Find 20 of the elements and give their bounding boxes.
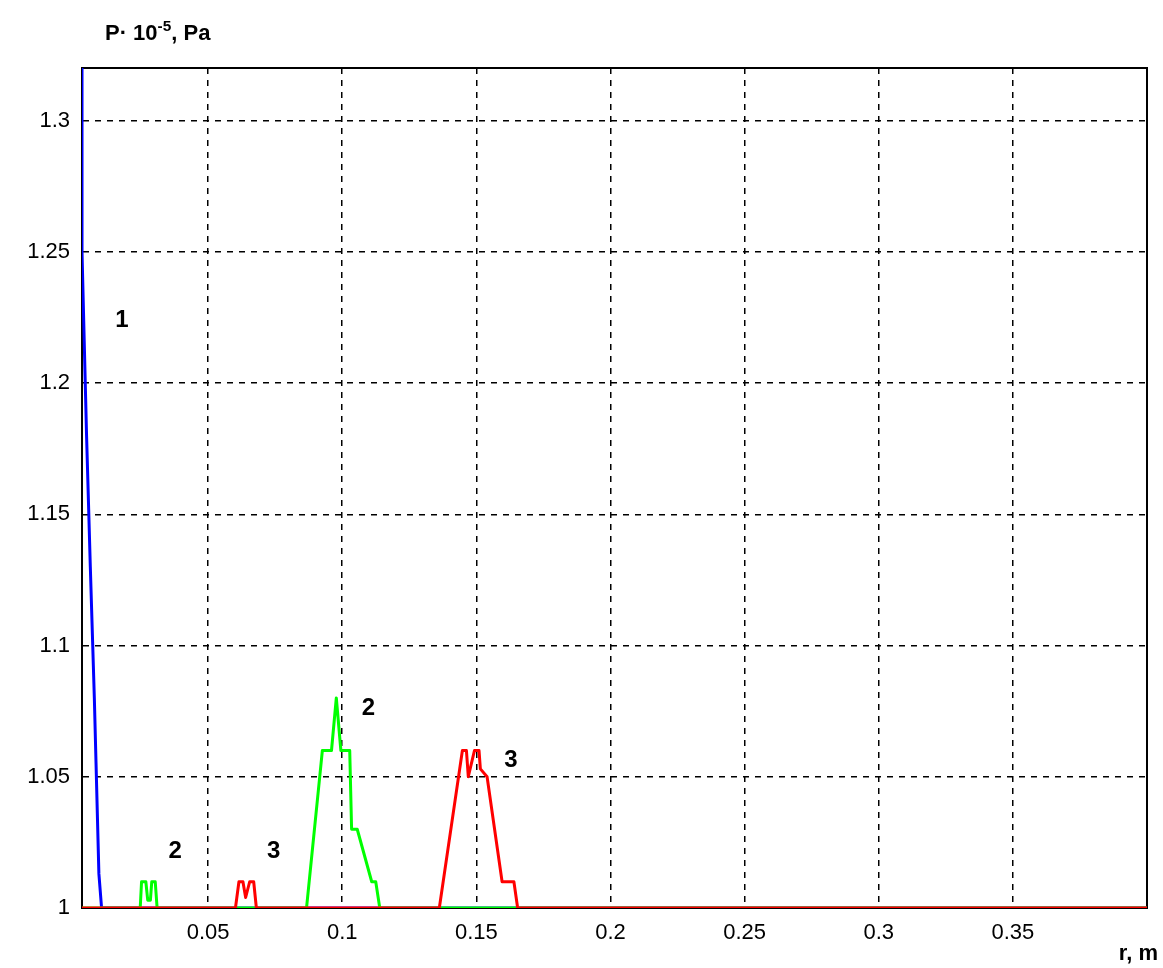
x-tick-label: 0.15 — [454, 919, 498, 945]
x-tick-label: 0.25 — [723, 919, 767, 945]
series-label: 3 — [504, 745, 518, 773]
x-tick-label: 0.35 — [991, 919, 1035, 945]
y-tick-label: 1.15 — [27, 500, 70, 526]
series-label: 1 — [115, 304, 129, 332]
y-tick-label: 1.05 — [27, 762, 70, 788]
x-tick-label: 0.3 — [863, 919, 895, 945]
x-tick-label: 0.05 — [186, 919, 230, 945]
y-tick-label: 1.3 — [39, 106, 70, 132]
text: 3 — [267, 836, 281, 864]
x-tick-label: 0.1 — [326, 919, 358, 945]
y-tick-label: 1.2 — [39, 369, 70, 395]
y-tick-label: 1 — [57, 894, 70, 920]
y-tick-label: 1.25 — [27, 237, 70, 263]
text: 2 — [361, 692, 375, 720]
series-label: 2 — [168, 836, 182, 864]
x-tick-label: 0.2 — [595, 919, 626, 945]
y-tick-label: 1.1 — [39, 631, 70, 657]
x-axis-title: r, m — [1118, 940, 1159, 965]
